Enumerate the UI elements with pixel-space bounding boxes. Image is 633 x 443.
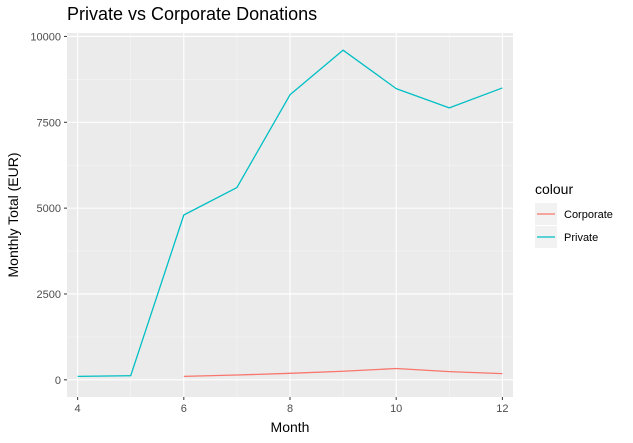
y-tick-label: 0 [55, 375, 61, 387]
chart-title: Private vs Corporate Donations [67, 4, 317, 24]
legend: colour Corporate Private [535, 181, 613, 248]
legend-items: Corporate Private [535, 203, 613, 248]
y-tick-label: 10000 [30, 31, 61, 43]
x-tick-label: 6 [181, 403, 187, 415]
y-axis-title: Monthly Total (EUR) [5, 152, 21, 277]
series-line-private [77, 49, 503, 378]
y-tick-label: 5000 [37, 203, 61, 215]
x-axis-title: Month [271, 419, 310, 435]
y-tick-label: 2500 [37, 289, 61, 301]
legend-label-private: Private [564, 232, 598, 244]
legend-label-corporate: Corporate [564, 209, 613, 221]
x-tick-label: 4 [75, 403, 81, 415]
x-tick-label: 12 [496, 403, 508, 415]
tick-labels: 4 6 8 10 12 0 2500 5000 7500 10000 [30, 31, 508, 415]
legend-title: colour [535, 181, 573, 197]
axis-ticks [64, 35, 503, 400]
y-tick-label: 7500 [37, 117, 61, 129]
x-tick-label: 8 [287, 403, 293, 415]
x-tick-label: 10 [390, 403, 402, 415]
series-line-corporate [183, 367, 503, 378]
series-lines [77, 49, 503, 378]
